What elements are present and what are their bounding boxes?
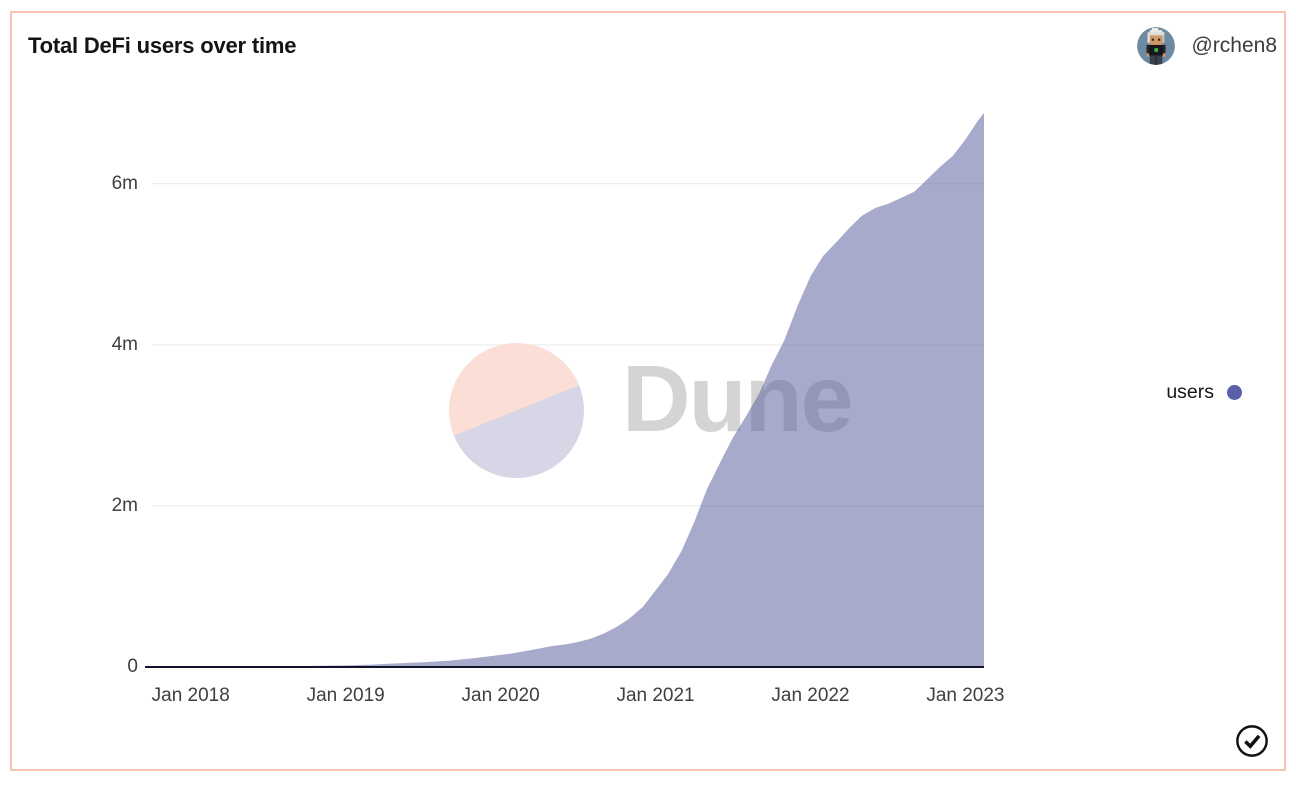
author-handle[interactable]: @rchen8 (1191, 34, 1277, 57)
legend-dot-icon (1227, 385, 1242, 400)
legend-item-users[interactable]: users (1166, 381, 1242, 404)
avatar[interactable] (1137, 27, 1176, 65)
area-path-users[interactable] (153, 112, 985, 667)
x-tick-label: Jan 2019 (306, 685, 385, 706)
y-tick-label: 4m (111, 333, 138, 355)
card-border (10, 11, 1286, 771)
y-tick-label: 2m (111, 494, 138, 516)
x-tick-label: Jan 2022 (771, 685, 850, 706)
chart-title: Total DeFi users over time (28, 33, 297, 58)
x-tick-label: Jan 2020 (461, 685, 540, 706)
check-circle-icon[interactable] (1235, 724, 1269, 758)
voxel-avatar-icon (1137, 27, 1176, 65)
y-tick-label: 0 (127, 656, 138, 677)
legend-label: users (1166, 381, 1214, 403)
x-tick-label: Jan 2021 (616, 685, 695, 706)
y-tick-label: 6m (111, 172, 138, 194)
author[interactable]: @rchen8 (1137, 27, 1277, 65)
x-tick-label: Jan 2018 (151, 685, 230, 706)
x-tick-label: Jan 2023 (926, 685, 1005, 706)
